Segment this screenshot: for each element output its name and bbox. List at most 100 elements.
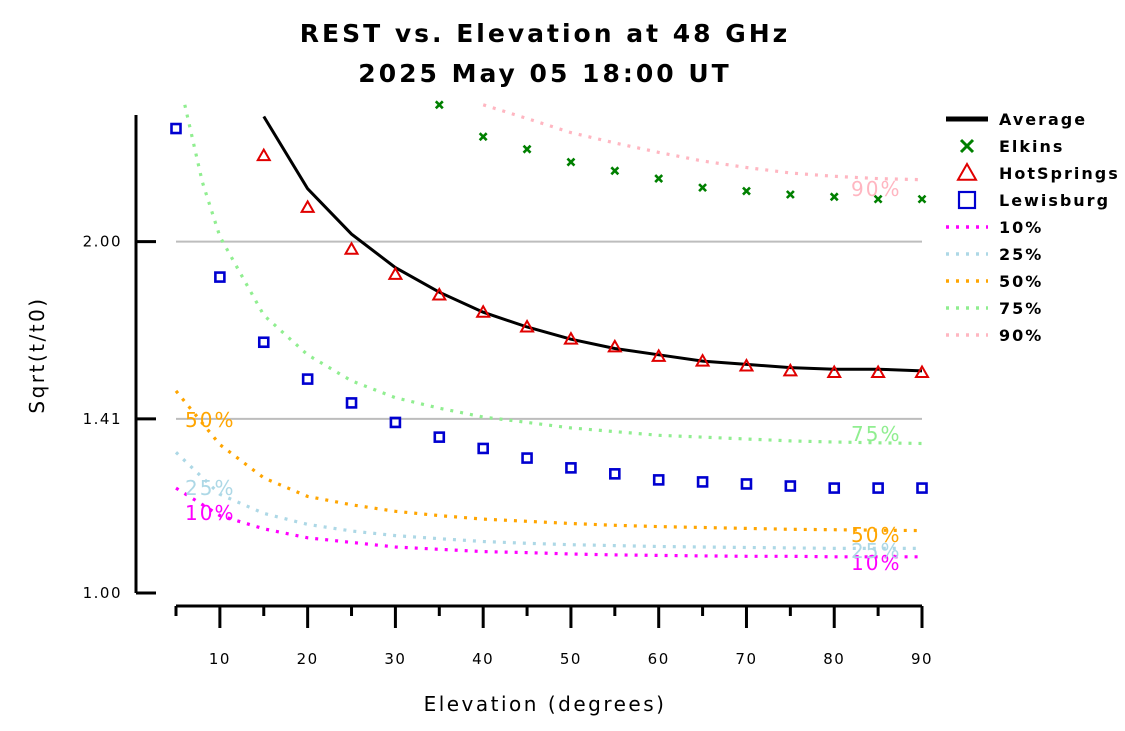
hotsprings-point: [694, 353, 711, 367]
x-tick-label: 80: [823, 650, 845, 668]
lewisburg-point: [565, 462, 577, 474]
percentile-label-10: 10%: [185, 501, 235, 525]
percentile-label-25: 25%: [185, 476, 235, 500]
chart-subtitle: 2025 May 05 18:00 UT: [358, 59, 731, 88]
marker-stroke: [434, 100, 444, 110]
legend-label: HotSprings: [999, 164, 1120, 183]
percentile-line-75: [183, 104, 923, 446]
y-tick-label: 1.41: [83, 410, 122, 428]
elkins-point: [698, 183, 708, 193]
elkins-point: [742, 186, 751, 196]
lewisburg-point: [828, 482, 841, 494]
x-tick-label: 10: [209, 650, 231, 668]
x-tick-label: 20: [297, 650, 319, 668]
hotsprings-point: [914, 364, 930, 378]
hotsprings-point: [343, 241, 360, 255]
hotsprings-point: [475, 304, 491, 318]
marker-stroke: [742, 186, 751, 196]
lewisburg-point: [916, 482, 928, 494]
legend-swatch: [957, 190, 977, 210]
legend-label: 25%: [999, 245, 1043, 264]
legend-label: Average: [999, 110, 1087, 129]
marker-stroke: [566, 157, 576, 167]
elkins-point: [566, 157, 576, 167]
hotsprings-point: [519, 319, 535, 333]
lewisburg-point: [740, 478, 753, 490]
legend-label: 50%: [999, 272, 1043, 291]
lewisburg-point: [301, 373, 314, 385]
percentile-label-90: 90%: [851, 177, 901, 201]
hotsprings-point: [738, 357, 755, 372]
lewisburg-point: [652, 474, 665, 486]
marker-stroke: [785, 190, 795, 199]
marker-stroke: [917, 194, 927, 204]
marker-stroke: [478, 132, 488, 142]
marker-stroke: [873, 194, 883, 204]
legend-item-75pct: 75%: [946, 299, 1043, 318]
percentile-label-50: 50%: [851, 523, 901, 547]
elkins-point: [917, 194, 927, 204]
legend-label: Elkins: [999, 137, 1064, 156]
marker-stroke: [829, 192, 839, 202]
plot-data: [170, 100, 930, 559]
lewisburg-point: [521, 452, 533, 464]
percentile-label-10: 10%: [851, 551, 901, 575]
chart-title: REST vs. Elevation at 48 GHz: [300, 19, 790, 48]
marker-stroke: [610, 166, 620, 176]
hotsprings-point: [650, 348, 667, 362]
elkins-point: [829, 192, 839, 202]
lewisburg-point: [345, 397, 358, 409]
percentile-line-10: [175, 486, 922, 559]
y-tick-label: 2.00: [83, 233, 122, 251]
y-tick-label: 1.00: [83, 584, 122, 602]
legend-label: 75%: [999, 299, 1043, 318]
hotsprings-point: [431, 287, 448, 301]
hotsprings-point: [607, 338, 623, 353]
percentile-label-50: 50%: [185, 408, 235, 432]
hotsprings-point: [387, 266, 404, 280]
lewisburg-point: [872, 482, 884, 494]
elkins-point: [873, 194, 883, 204]
x-tick-label: 30: [384, 650, 406, 668]
x-axis-label: Elevation (degrees): [424, 692, 667, 716]
hotsprings-point: [826, 364, 842, 378]
elkins-point: [434, 100, 444, 110]
y-axis-label: Sqrt(t/t0): [25, 296, 49, 413]
lewisburg-point: [257, 336, 270, 349]
marker-stroke: [522, 144, 532, 154]
hotsprings-point: [256, 147, 272, 162]
marker-stroke: [654, 174, 664, 183]
percentile-line-90: [482, 103, 923, 182]
lewisburg-point: [609, 468, 621, 480]
elkins-point: [522, 144, 532, 154]
elkins-point: [654, 174, 664, 183]
legend-item-50pct: 50%: [946, 272, 1043, 291]
marker-stroke: [698, 183, 708, 193]
legend-item-25pct: 25%: [946, 245, 1043, 264]
x-tick-label: 40: [472, 650, 494, 668]
legend-label: 90%: [999, 326, 1043, 345]
x-tick-label: 60: [648, 650, 670, 668]
x-tick-label: 90: [911, 650, 933, 668]
legend-item-10pct: 10%: [946, 218, 1043, 237]
hotsprings-point: [299, 199, 316, 213]
lewisburg-point: [433, 431, 446, 443]
lewisburg-point: [214, 271, 226, 283]
legend-item-lewisburg: Lewisburg: [957, 190, 1108, 210]
x-tick-label: 70: [735, 650, 757, 668]
elkins-point: [610, 166, 620, 176]
legend-swatch: [956, 161, 978, 181]
legend-item-hotsprings: HotSprings: [956, 161, 1120, 183]
lewisburg-point: [389, 416, 402, 429]
hotsprings-point: [870, 364, 886, 378]
marker-stroke: [959, 138, 975, 154]
lewisburg-point: [784, 480, 797, 492]
legend-label: 10%: [999, 218, 1043, 237]
lewisburg-point: [696, 476, 709, 488]
lewisburg-point: [477, 442, 489, 455]
x-tick-label: 50: [560, 650, 582, 668]
legend: Average Elkins HotSprings Lewisburg 10% 25% 50…: [946, 110, 1120, 345]
percentile-line-50: [174, 389, 923, 533]
